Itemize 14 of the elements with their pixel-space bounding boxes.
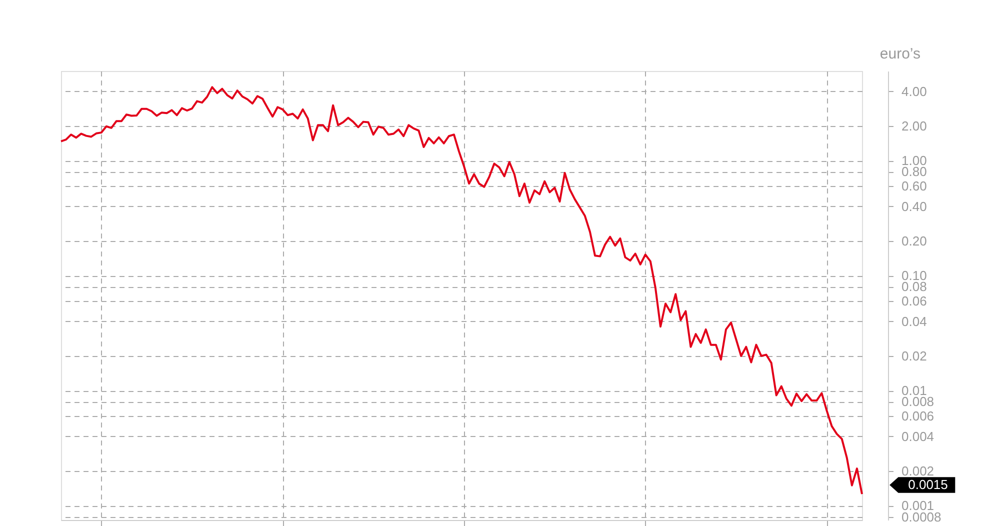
- y-tick-label: 4.00: [902, 84, 927, 99]
- y-tick-label: 0.60: [902, 178, 927, 194]
- y-tick-label: 0.40: [902, 198, 927, 214]
- y-axis-title: euro’s: [880, 46, 920, 62]
- y-tick-label: 0.006: [902, 408, 934, 424]
- y-tick-label: 0.004: [902, 428, 934, 444]
- y-tick-label: 0.02: [902, 348, 927, 364]
- line-series: [60, 86, 863, 496]
- y-tick-label: 2.00: [902, 118, 927, 134]
- text: 0.0015: [908, 477, 948, 492]
- y-tick-label: 0.002: [902, 464, 934, 478]
- y-tick-label: 0.04: [902, 314, 927, 329]
- y-tick-label: 0.06: [902, 294, 927, 309]
- y-tick-label: 0.20: [902, 233, 927, 248]
